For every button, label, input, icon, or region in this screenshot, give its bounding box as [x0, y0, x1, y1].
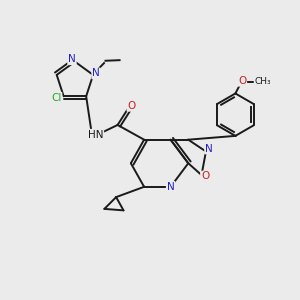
Text: CH₃: CH₃: [254, 77, 271, 86]
Text: N: N: [205, 143, 213, 154]
Text: Cl: Cl: [51, 93, 62, 103]
Text: O: O: [238, 76, 246, 86]
Text: N: N: [92, 68, 100, 78]
Text: O: O: [127, 101, 136, 111]
Text: N: N: [167, 182, 175, 192]
Text: N: N: [68, 54, 76, 64]
Text: O: O: [201, 172, 209, 182]
Text: HN: HN: [88, 130, 103, 140]
